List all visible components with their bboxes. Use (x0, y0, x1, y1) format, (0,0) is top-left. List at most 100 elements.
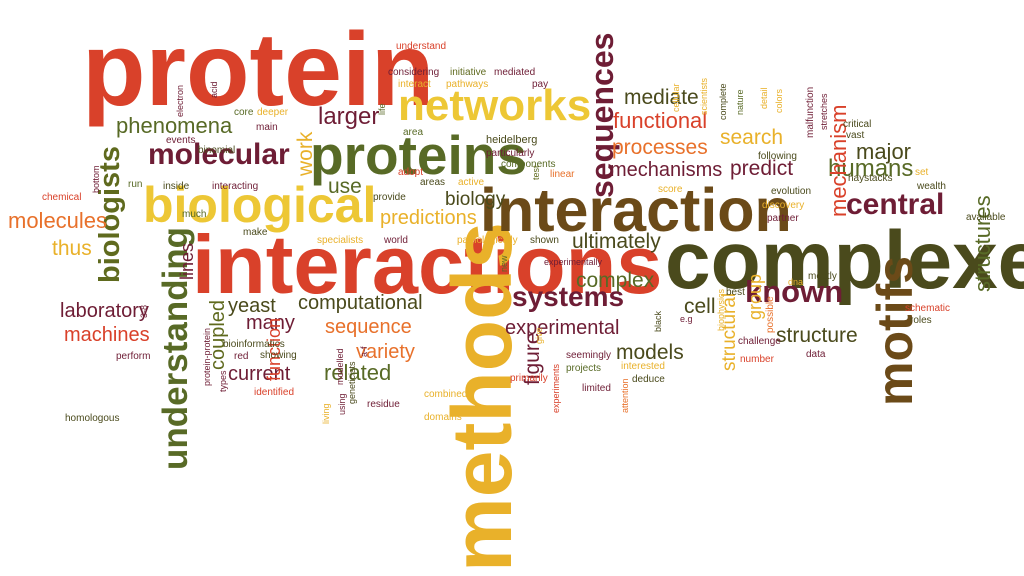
word-nature: nature (735, 89, 745, 115)
word-complex: complex (576, 269, 655, 292)
word-make: make (243, 227, 268, 238)
word-black: black (653, 310, 663, 332)
word-haystacks: haystacks (848, 173, 893, 184)
word-world: world (384, 235, 408, 246)
word-considering: considering (388, 67, 440, 78)
word-vast: vast (846, 130, 865, 141)
word-interaction: interaction (480, 176, 792, 244)
word-yeast: yeast (228, 295, 276, 317)
word-homologous: homologous (65, 413, 120, 424)
word-functional: functional (613, 108, 708, 133)
word-possible: possible (765, 296, 776, 333)
word-specialists: specialists (317, 235, 364, 246)
word-best: best (726, 287, 745, 298)
word-interactions: interactions (192, 218, 663, 311)
word-experimental: experimental (505, 317, 620, 339)
word-experimentally: experimentally (544, 257, 603, 267)
word-using: using (337, 393, 347, 415)
word-geneticists: geneticists (347, 361, 357, 404)
word-cellular: cellular (671, 83, 681, 112)
word-phenomena: phenomena (116, 113, 233, 138)
word-available: available (966, 212, 1006, 223)
word-larger: larger (318, 103, 380, 130)
word-active: active (458, 177, 485, 188)
word-domains: domains (424, 412, 462, 423)
word-work: work (294, 131, 317, 176)
word-events: events (166, 135, 196, 146)
word-adopt: adopt (398, 167, 424, 178)
word-malfunction: malfunction (805, 86, 816, 138)
word-humans: humans (828, 155, 914, 182)
word-structure: structure (776, 324, 858, 347)
word-motifs: motifs (867, 256, 923, 406)
word-acid: acid (209, 81, 219, 98)
word-af: a-f (359, 346, 369, 357)
word-mediate: mediate (624, 86, 699, 109)
word-current: current (228, 363, 291, 385)
word-stretches: stretches (819, 93, 829, 130)
word-protein: protein (82, 12, 435, 128)
word-chemical: chemical (42, 192, 82, 203)
word-biology: biology (445, 189, 506, 210)
word-bottom: bottom (91, 165, 101, 193)
word-systems: systems (512, 281, 625, 312)
word-set: set (915, 167, 929, 178)
word-molecules: molecules (8, 208, 108, 233)
word-cell: cell (684, 295, 716, 318)
word-deeper: deeper (257, 107, 289, 118)
word-number: number (740, 354, 774, 365)
word-eg: e.g (680, 314, 693, 324)
word-roles: roles (910, 315, 932, 326)
word-linear: linear (550, 169, 575, 180)
word-predictions: predictions (380, 207, 477, 229)
word-evolution: evolution (771, 186, 812, 197)
word-known: known (745, 274, 844, 309)
word-inside: inside (163, 181, 190, 192)
word-models: models (616, 341, 684, 364)
word-machines: machines (64, 324, 150, 346)
word-perform: perform (116, 351, 151, 362)
word-discovery: discovery (762, 200, 805, 211)
word-pay: pay (532, 79, 549, 90)
word-areas: areas (420, 177, 446, 188)
word-processes: processes (612, 136, 708, 159)
word-main: main (256, 122, 278, 133)
word-identified: identified (254, 387, 295, 398)
word-use: use (328, 175, 362, 198)
word-group: group (745, 273, 765, 320)
word-limited: limited (582, 383, 611, 394)
word-laboratory: laboratory (60, 300, 149, 322)
word-components: components (501, 159, 556, 170)
word-interacting: interacting (212, 181, 259, 192)
word-search: search (720, 126, 784, 149)
word-related: related (324, 360, 392, 385)
word-proteins: proteins (310, 124, 527, 186)
word-complexes: complexes (665, 215, 1024, 306)
word-red: red (234, 351, 249, 362)
word-variety: variety (356, 341, 415, 363)
word-structures: structures (970, 195, 995, 292)
word-pathways: pathways (446, 79, 489, 90)
word-sequence: sequence (325, 316, 412, 338)
word-shown: shown (530, 235, 559, 246)
word-challenge: challenge (738, 336, 781, 347)
word-lines: lines (177, 242, 197, 280)
word-proteinprotein: protein-protein (202, 327, 212, 386)
word-give: give (534, 327, 544, 344)
word-schematic: schematic (905, 303, 951, 314)
word-major: major (856, 139, 912, 164)
word-primarily: primarily (510, 373, 548, 384)
word-projects: projects (566, 363, 602, 374)
word-scientists: scientists (699, 77, 709, 115)
word-dna: dna (788, 277, 804, 287)
word-colors: colors (774, 88, 784, 113)
word-deduce: deduce (632, 374, 665, 385)
word-bioinformatics: bioinformatics (223, 339, 285, 350)
word-showing: showing (260, 350, 297, 361)
word-many: many (246, 312, 295, 334)
word-networks: networks (398, 81, 592, 130)
word-detail: detail (759, 87, 769, 109)
word-particularly: particularly (486, 148, 535, 159)
word-predict: predict (730, 157, 794, 180)
